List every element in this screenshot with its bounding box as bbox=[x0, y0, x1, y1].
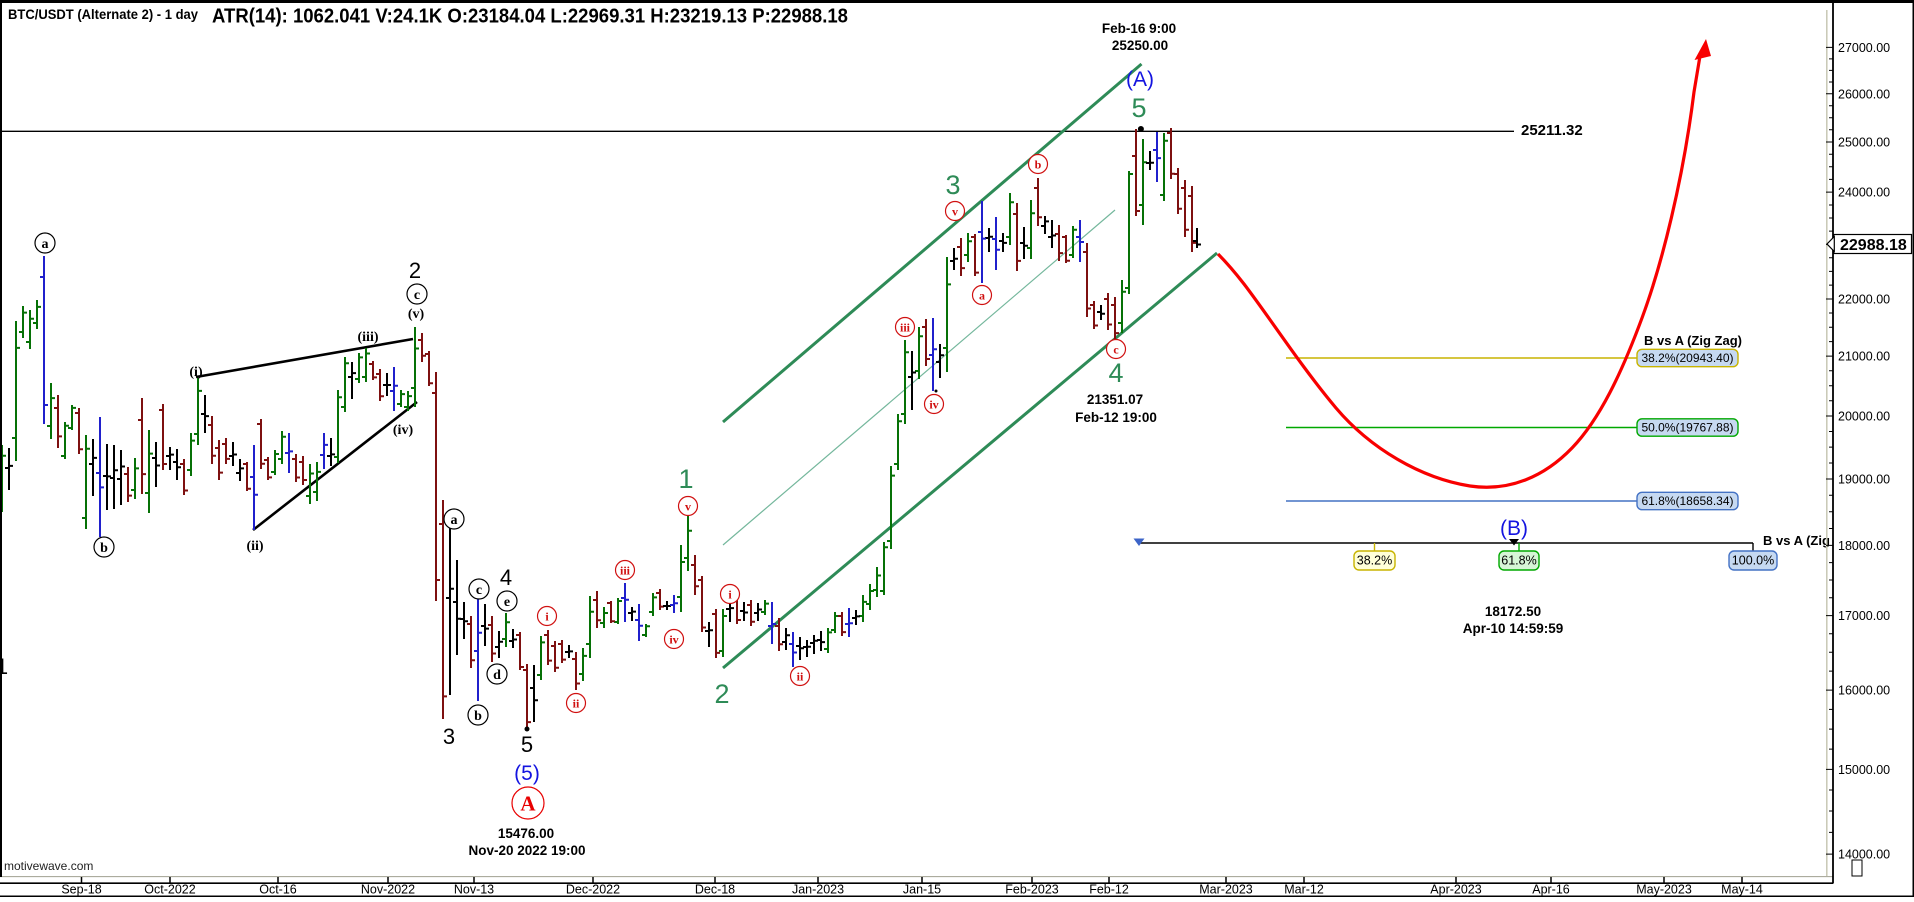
svg-text:38.2%: 38.2% bbox=[1357, 554, 1392, 568]
svg-text:(B): (B) bbox=[1500, 517, 1528, 540]
svg-text:b: b bbox=[1035, 157, 1042, 171]
svg-text:18000.00: 18000.00 bbox=[1838, 539, 1890, 553]
svg-text:b: b bbox=[474, 709, 482, 724]
svg-text:(5): (5) bbox=[514, 762, 540, 785]
svg-text:Oct-16: Oct-16 bbox=[259, 883, 297, 897]
svg-text:d: d bbox=[493, 668, 501, 683]
svg-text:14000.00: 14000.00 bbox=[1838, 848, 1890, 862]
svg-text:1: 1 bbox=[678, 464, 693, 494]
svg-text:(i): (i) bbox=[189, 365, 203, 380]
svg-text:B vs A (Zig: B vs A (Zig bbox=[1763, 533, 1830, 548]
svg-text:Jan-15: Jan-15 bbox=[903, 883, 941, 897]
svg-text:May-14: May-14 bbox=[1721, 883, 1763, 897]
svg-text:iii: iii bbox=[900, 320, 911, 334]
svg-text:Mar-12: Mar-12 bbox=[1284, 883, 1324, 897]
svg-text:21000.00: 21000.00 bbox=[1838, 350, 1890, 364]
svg-text:c: c bbox=[414, 288, 420, 303]
svg-text:17000.00: 17000.00 bbox=[1838, 609, 1890, 623]
svg-text:e: e bbox=[504, 595, 510, 610]
svg-text:38.2%(20943.40): 38.2%(20943.40) bbox=[1641, 351, 1733, 365]
svg-text:a: a bbox=[42, 237, 49, 252]
svg-text:motivewave.com: motivewave.com bbox=[4, 859, 93, 873]
svg-text:5: 5 bbox=[521, 732, 533, 757]
svg-text:ii: ii bbox=[573, 696, 580, 710]
svg-text:b: b bbox=[100, 541, 108, 556]
svg-text:Nov-13: Nov-13 bbox=[454, 883, 494, 897]
svg-text:61.8%: 61.8% bbox=[1501, 554, 1536, 568]
svg-text:Feb-16 9:00: Feb-16 9:00 bbox=[1102, 21, 1176, 36]
svg-text:v: v bbox=[685, 499, 691, 513]
svg-text:Nov-20 2022 19:00: Nov-20 2022 19:00 bbox=[468, 843, 585, 858]
svg-text:Nov-2022: Nov-2022 bbox=[361, 883, 415, 897]
svg-text:c: c bbox=[1113, 342, 1119, 356]
svg-text:a: a bbox=[451, 513, 458, 528]
svg-text:Feb-12: Feb-12 bbox=[1089, 883, 1129, 897]
svg-text:Feb-12 19:00: Feb-12 19:00 bbox=[1075, 410, 1157, 425]
svg-text:25211.32: 25211.32 bbox=[1521, 122, 1583, 139]
svg-text:50.0%(19767.88): 50.0%(19767.88) bbox=[1641, 421, 1733, 435]
svg-text:3: 3 bbox=[443, 724, 455, 749]
svg-text:Sep-18: Sep-18 bbox=[61, 883, 101, 897]
svg-text:16000.00: 16000.00 bbox=[1838, 684, 1890, 698]
svg-text:(ii): (ii) bbox=[246, 539, 263, 554]
svg-text:v: v bbox=[952, 204, 958, 218]
svg-text:Jan-2023: Jan-2023 bbox=[792, 883, 844, 897]
svg-text:Feb-2023: Feb-2023 bbox=[1005, 883, 1059, 897]
svg-text:Oct-2022: Oct-2022 bbox=[144, 883, 195, 897]
svg-text:Dec-18: Dec-18 bbox=[695, 883, 735, 897]
svg-text:3: 3 bbox=[945, 170, 960, 200]
svg-text:Dec-2022: Dec-2022 bbox=[566, 883, 620, 897]
svg-text:25000.00: 25000.00 bbox=[1838, 136, 1890, 150]
svg-text:BTC/USDT (Alternate 2) - 1 day: BTC/USDT (Alternate 2) - 1 day bbox=[8, 6, 198, 22]
svg-text:(A): (A) bbox=[1126, 68, 1154, 91]
svg-text:A: A bbox=[520, 792, 536, 816]
svg-text:c: c bbox=[476, 583, 482, 598]
svg-text:25250.00: 25250.00 bbox=[1112, 38, 1168, 53]
svg-text:20000.00: 20000.00 bbox=[1838, 410, 1890, 424]
svg-text:iii: iii bbox=[620, 563, 631, 577]
svg-text:15476.00: 15476.00 bbox=[498, 826, 554, 841]
svg-text:ATR(14): 1062.041 V:24.1K O:23: ATR(14): 1062.041 V:24.1K O:23184.04 L:2… bbox=[212, 5, 848, 28]
svg-text:ii: ii bbox=[797, 669, 804, 683]
svg-text:26000.00: 26000.00 bbox=[1838, 87, 1890, 101]
svg-text:2: 2 bbox=[714, 679, 729, 709]
svg-text:(iii): (iii) bbox=[358, 330, 379, 345]
svg-text:100.0%: 100.0% bbox=[1732, 554, 1774, 568]
svg-text:(iv): (iv) bbox=[393, 423, 414, 438]
svg-text:22000.00: 22000.00 bbox=[1838, 293, 1890, 307]
svg-text:27000.00: 27000.00 bbox=[1838, 41, 1890, 55]
svg-text:B vs A (Zig Zag): B vs A (Zig Zag) bbox=[1644, 333, 1742, 348]
svg-text:2: 2 bbox=[409, 258, 421, 283]
svg-text:4: 4 bbox=[500, 565, 512, 590]
svg-text:Apr-16: Apr-16 bbox=[1532, 883, 1570, 897]
svg-text:a: a bbox=[979, 288, 985, 302]
svg-text:18172.50: 18172.50 bbox=[1485, 604, 1541, 619]
svg-text:4: 4 bbox=[1108, 358, 1123, 388]
svg-text:15000.00: 15000.00 bbox=[1838, 763, 1890, 777]
svg-text:24000.00: 24000.00 bbox=[1838, 186, 1890, 200]
svg-text:21351.07: 21351.07 bbox=[1087, 392, 1143, 407]
svg-text:61.8%(18658.34): 61.8%(18658.34) bbox=[1641, 494, 1733, 508]
svg-text:Mar-2023: Mar-2023 bbox=[1199, 883, 1253, 897]
svg-text:Apr-2023: Apr-2023 bbox=[1430, 883, 1481, 897]
svg-text:(v): (v) bbox=[408, 307, 425, 322]
svg-text:5: 5 bbox=[1131, 93, 1146, 123]
svg-text:iv: iv bbox=[669, 632, 678, 646]
svg-text:Apr-10 14:59:59: Apr-10 14:59:59 bbox=[1463, 621, 1564, 636]
svg-text:22988.18: 22988.18 bbox=[1840, 237, 1907, 254]
svg-text:iv: iv bbox=[929, 397, 938, 411]
svg-text:19000.00: 19000.00 bbox=[1838, 473, 1890, 487]
svg-text:May-2023: May-2023 bbox=[1636, 883, 1692, 897]
